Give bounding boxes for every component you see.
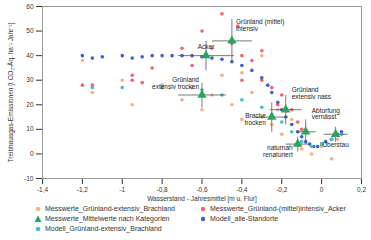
svg-text:-1,2: -1,2 [77,186,89,193]
svg-text:-1,4: -1,4 [37,186,49,193]
svg-text:Grünland (mittel)intensiv: Grünland (mittel)intensiv [236,18,284,32]
svg-text:naturnahrenaturiert: naturnahrenaturiert [263,144,293,158]
svg-text:-0,6: -0,6 [196,186,208,193]
svg-text:Abtorfungvernässt: Abtorfungvernässt [312,107,341,121]
html-text:Modell_Grünland-extensiv_Brach: Modell_Grünland-extensiv_Brachland [45,225,162,232]
svg-text:Überstau: Überstau [322,141,349,148]
svg-text:Grünlandextensiv trocken: Grünlandextensiv trocken [152,76,199,90]
html-text:Modell_alle-Standorte: Modell_alle-Standorte [210,215,279,222]
svg-text:-1: -1 [119,186,125,193]
svg-text:50: 50 [26,27,34,34]
svg-text:-0,8: -0,8 [157,186,169,193]
svg-text:-0,4: -0,4 [236,186,248,193]
svg-text:-10: -10 [24,175,34,182]
svg-text:60: 60 [26,3,34,10]
html-text:Messwerte_Grünland-extensiv_Br: Messwerte_Grünland-extensiv_Brachland [45,205,175,212]
svg-text:Grünlandextensiv nass: Grünlandextensiv nass [292,86,332,100]
svg-text:10: 10 [26,125,34,132]
svg-text:Brachetrocken: Brachetrocken [244,112,266,126]
svg-text:-0,2: -0,2 [276,186,288,193]
svg-text:30: 30 [26,76,34,83]
html-text:Messwerte_Grünland-(mittel)int: Messwerte_Grünland-(mittel)intensiv_Acke… [210,205,346,212]
html-text:Messwerte_Mittelwerte nach Kat: Messwerte_Mittelwerte nach Kategorien [45,215,170,222]
svg-text:20: 20 [26,101,34,108]
svg-text:0: 0 [30,150,34,157]
svg-text:Treibhausgas-Emissionen [t CO₂: Treibhausgas-Emissionen [t CO₂-Äq. ha⁻¹ … [7,22,15,162]
svg-text:0,2: 0,2 [357,186,366,193]
svg-text:40: 40 [26,52,34,59]
svg-text:Wasserstand - Jahresmittel [m: Wasserstand - Jahresmittel [m u. Flur] [147,195,257,203]
svg-text:0: 0 [320,186,324,193]
svg-text:Acker: Acker [198,43,215,50]
